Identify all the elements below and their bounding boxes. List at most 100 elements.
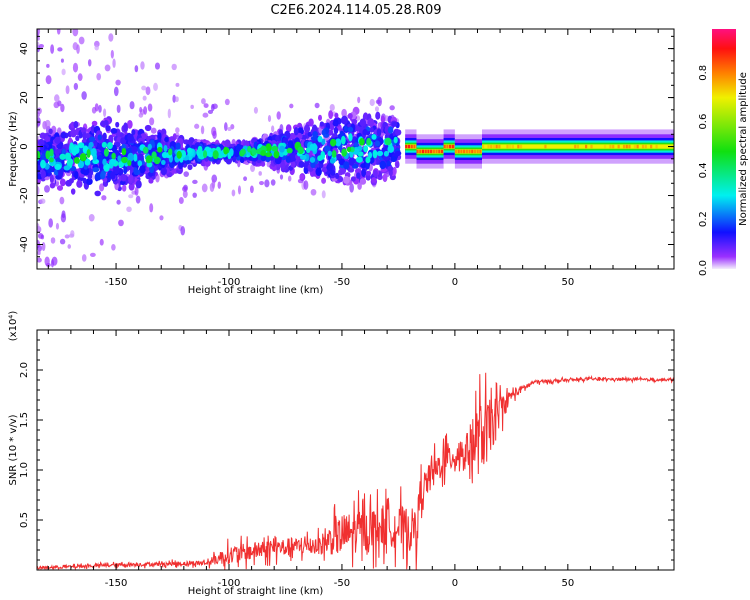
- spectral-blob: [135, 195, 141, 204]
- spectral-blob: [138, 112, 144, 118]
- spectral-peak: [544, 144, 547, 149]
- spectral-blob: [180, 226, 186, 236]
- spectral-blob: [299, 174, 305, 180]
- spectral-blob: [157, 146, 163, 153]
- spectral-blob: [37, 233, 44, 239]
- spectral-blob: [231, 189, 236, 197]
- spectral-blob: [168, 148, 173, 156]
- spectral-blob: [75, 135, 80, 142]
- spectral-blob: [54, 94, 60, 103]
- y-tick-label: 0: [19, 143, 30, 149]
- spectral-blob: [49, 148, 54, 157]
- spectral-peak: [471, 149, 474, 154]
- spectral-blob: [334, 172, 340, 179]
- spectral-blob: [212, 150, 219, 160]
- spectral-blob: [49, 174, 54, 183]
- spectral-blob: [334, 112, 339, 119]
- y-tick-label: 20: [19, 91, 30, 104]
- spectral-blob: [60, 58, 64, 63]
- spectral-blob: [87, 59, 92, 67]
- snr-line: [36, 372, 675, 571]
- spectral-blob: [258, 171, 262, 176]
- spectral-blob: [92, 167, 100, 173]
- spectral-blob: [341, 148, 348, 157]
- spectral-peak: [576, 144, 580, 149]
- spectral-blob: [60, 131, 67, 139]
- spectral-blob: [108, 33, 114, 42]
- spectral-blob: [251, 147, 256, 156]
- spectral-blob: [110, 49, 114, 59]
- spectral-blob: [289, 103, 294, 109]
- spectral-blob: [321, 190, 326, 199]
- spectral-blob: [128, 194, 134, 199]
- spectral-peak: [650, 144, 653, 149]
- spectral-blob: [117, 155, 122, 162]
- spectral-blob: [37, 150, 41, 160]
- spectral-blob: [127, 133, 134, 142]
- spectral-blob: [183, 171, 190, 177]
- spectral-blob: [167, 108, 171, 119]
- spectral-blob: [147, 103, 153, 112]
- spectral-peak: [641, 144, 645, 149]
- spectral-blob: [357, 96, 361, 104]
- spectral-blob: [94, 190, 101, 197]
- spectral-blob: [367, 118, 375, 127]
- spectral-blob: [99, 183, 105, 192]
- spectral-blob: [175, 96, 179, 103]
- spectral-blob: [273, 150, 280, 159]
- spectral-blob: [105, 125, 111, 132]
- spectral-blob: [81, 254, 87, 262]
- spectral-blob: [343, 176, 350, 184]
- spectral-blob: [121, 156, 128, 164]
- spectral-blob: [374, 106, 380, 112]
- spectral-blob: [227, 126, 232, 132]
- spectral-blob: [200, 125, 205, 135]
- spectral-blob: [359, 118, 367, 127]
- spectral-blob: [371, 177, 377, 183]
- spectral-peak: [449, 144, 452, 149]
- spectral-blob: [310, 188, 317, 196]
- spectral-blob: [56, 148, 62, 154]
- x-tick-label: -150: [105, 578, 128, 589]
- spectral-blob: [303, 180, 309, 190]
- spectral-blob: [279, 145, 285, 153]
- spectral-blob: [151, 151, 157, 159]
- spectral-blob: [37, 41, 40, 48]
- spectral-blob: [58, 169, 64, 178]
- spectral-blob: [387, 145, 395, 153]
- spectral-blob: [395, 161, 400, 169]
- spectral-blob: [74, 171, 79, 180]
- spectral-blob: [90, 147, 97, 157]
- spectral-blob: [172, 94, 176, 103]
- spectral-blob: [149, 203, 154, 213]
- spectral-blob: [280, 161, 286, 169]
- spectral-blob: [223, 146, 229, 155]
- spectral-blob: [126, 206, 132, 213]
- spectral-peak: [438, 149, 441, 154]
- spectral-blob: [82, 131, 87, 141]
- spectral-blob: [157, 132, 162, 141]
- spectral-blob: [88, 141, 94, 148]
- spectral-blob: [64, 152, 72, 161]
- spectral-blob: [37, 257, 42, 263]
- spectral-blob: [285, 155, 291, 163]
- spectral-blob: [128, 183, 135, 191]
- spectral-blob: [69, 142, 74, 151]
- spectral-peak: [424, 149, 427, 154]
- spectral-blob: [192, 192, 197, 198]
- spectral-blob: [233, 150, 240, 158]
- spectral-blob: [386, 160, 392, 167]
- spectral-blob: [128, 174, 134, 182]
- spectral-blob: [260, 150, 266, 157]
- spectral-blob: [68, 178, 74, 184]
- spectral-blob: [270, 179, 276, 186]
- spectral-blob: [329, 158, 336, 164]
- spectral-peak: [476, 149, 479, 154]
- spectral-peak: [465, 149, 468, 154]
- spectral-blob: [37, 222, 40, 230]
- spectral-blob: [106, 141, 113, 150]
- spectral-blob: [145, 155, 153, 163]
- spectral-peak: [644, 144, 647, 149]
- spectral-blob: [127, 160, 132, 166]
- spectral-blob: [250, 164, 256, 172]
